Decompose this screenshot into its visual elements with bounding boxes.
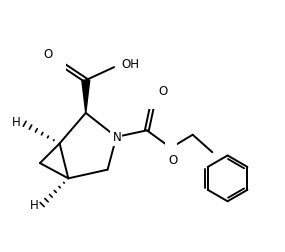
Polygon shape bbox=[82, 80, 90, 113]
Text: O: O bbox=[168, 154, 178, 167]
Text: O: O bbox=[44, 48, 53, 60]
Text: H: H bbox=[30, 199, 39, 212]
Text: N: N bbox=[113, 132, 122, 144]
Text: H: H bbox=[12, 116, 20, 129]
Text: O: O bbox=[159, 85, 168, 98]
Text: OH: OH bbox=[122, 58, 140, 71]
